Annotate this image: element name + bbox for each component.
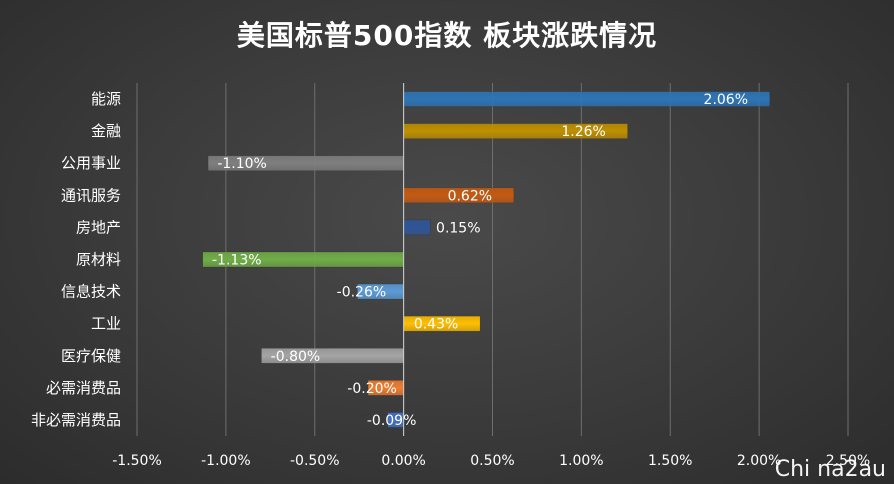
category-label: 非必需消费品	[31, 411, 121, 429]
x-tick-label: 2.50%	[826, 453, 870, 469]
data-label: 0.15%	[436, 220, 480, 236]
category-label: 原材料	[76, 251, 121, 269]
x-tick-label: 1.00%	[559, 453, 603, 469]
x-tick-label: 1.50%	[648, 453, 692, 469]
category-label: 工业	[91, 315, 121, 333]
bar	[403, 219, 431, 236]
chart-title: 美国标普500指数 板块涨跌情况	[236, 19, 658, 52]
category-label: 能源	[91, 90, 121, 108]
data-label: -1.13%	[212, 253, 262, 269]
category-label: 通讯服务	[61, 186, 121, 204]
data-label: -0.80%	[271, 349, 321, 365]
x-tick-label: -1.50%	[112, 453, 162, 469]
x-tick-label: 0.50%	[470, 453, 514, 469]
category-label: 房地产	[76, 218, 121, 236]
category-label: 信息技术	[61, 283, 121, 301]
x-tick-label: -1.00%	[201, 453, 251, 469]
data-label: 0.43%	[414, 317, 458, 333]
category-label: 公用事业	[61, 154, 121, 172]
data-label: 1.26%	[561, 124, 605, 140]
category-label: 必需消费品	[46, 379, 121, 397]
data-label: 2.06%	[704, 92, 748, 108]
data-label: 0.62%	[448, 188, 492, 204]
category-label: 金融	[91, 122, 121, 140]
data-label: -0.20%	[347, 381, 397, 397]
watermark: Chi na2au	[774, 457, 886, 482]
data-label: -0.09%	[367, 413, 417, 429]
category-label: 医疗保健	[61, 347, 121, 365]
x-tick-label: -0.50%	[290, 453, 340, 469]
data-label: -1.10%	[217, 156, 267, 172]
x-tick-label: 0.00%	[381, 453, 425, 469]
data-label: -0.26%	[337, 285, 387, 301]
x-tick-label: 2.00%	[737, 453, 781, 469]
